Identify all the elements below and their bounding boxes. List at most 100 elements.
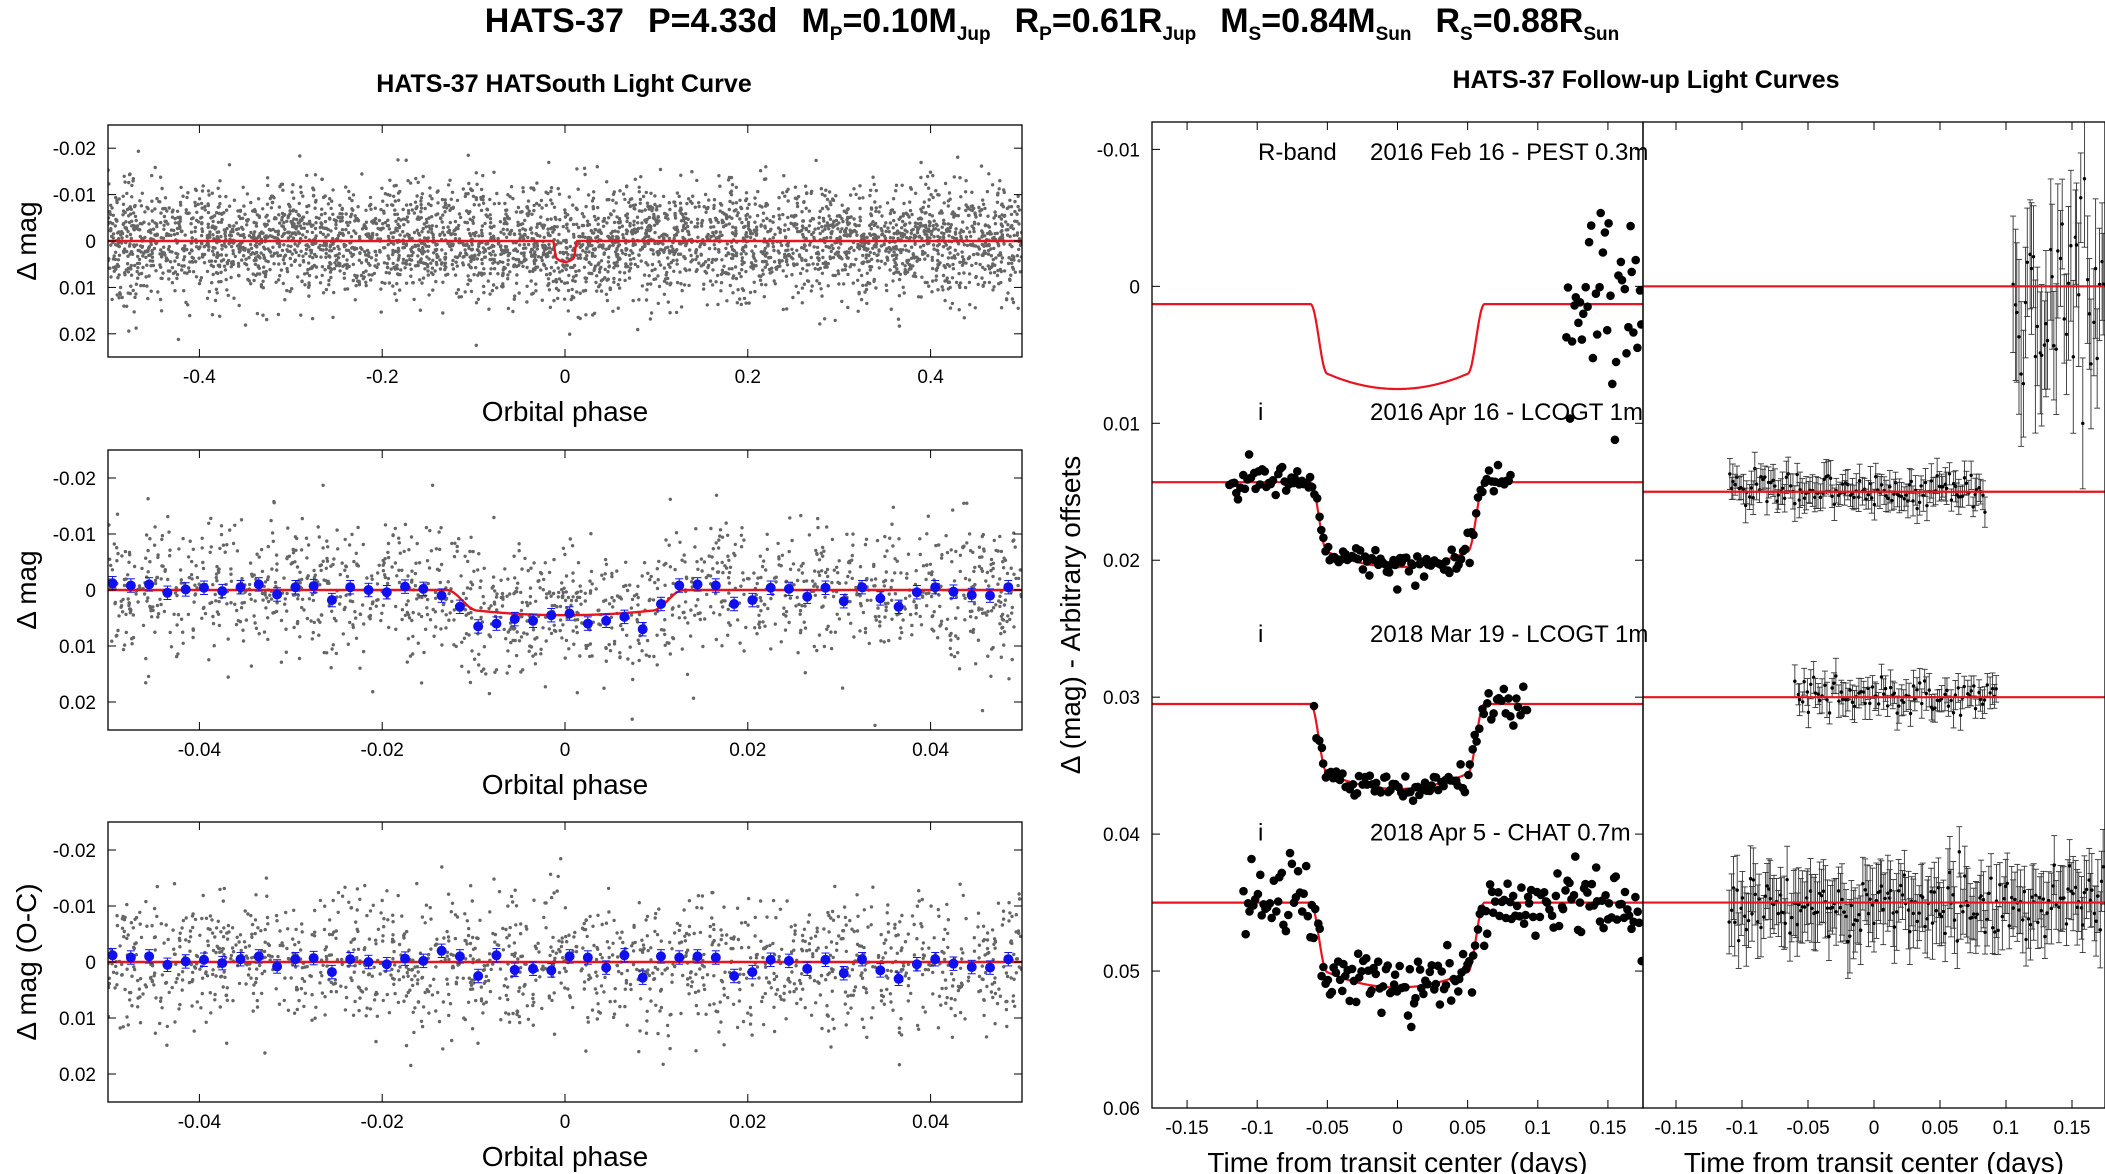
data-point: [108, 210, 112, 214]
data-point: [458, 215, 463, 220]
x-axis-label: Orbital phase: [482, 396, 649, 427]
data-point: [229, 572, 233, 576]
data-point: [194, 564, 198, 568]
data-point: [121, 647, 126, 652]
data-point: [683, 256, 687, 261]
data-point: [488, 225, 492, 229]
data-point: [620, 224, 625, 228]
data-point: [596, 222, 600, 226]
data-point: [781, 269, 785, 273]
data-point: [195, 575, 200, 580]
data-point: [185, 195, 189, 200]
plots-layer: -0.4 -0.2 0 0.2 0.4-0.02-0.0100.010.02Orbita…: [11, 121, 2105, 1174]
data-point: [810, 232, 814, 237]
data-point: [150, 209, 154, 213]
data-point: [486, 279, 490, 283]
data-point: [1002, 603, 1007, 607]
data-point: [513, 294, 517, 298]
data-point: [308, 254, 312, 258]
data-point: [858, 206, 862, 211]
data-point: [1008, 277, 1012, 281]
data-point: [434, 279, 438, 284]
data-point: [177, 547, 181, 551]
data-point: [857, 196, 862, 200]
data-point: [328, 270, 333, 274]
data-point: [798, 271, 803, 276]
data-point: [108, 212, 113, 217]
data-point: [956, 636, 960, 641]
data-point: [651, 252, 656, 256]
data-point: [469, 289, 474, 294]
data-point: [350, 198, 354, 203]
data-point: [313, 236, 317, 240]
data-point: [257, 632, 261, 636]
data-point: [637, 658, 641, 663]
data-point: [341, 264, 345, 268]
y-tick-label: -0.02: [53, 139, 96, 160]
y-tick-label: 0: [85, 232, 96, 253]
data-point: [802, 243, 807, 247]
data-point: [934, 268, 939, 272]
data-point: [147, 222, 151, 226]
data-point: [793, 222, 797, 226]
data-point: [407, 616, 412, 620]
data-point: [255, 311, 260, 316]
data-point: [193, 260, 198, 264]
data-point: [307, 597, 312, 601]
data-point: [556, 296, 560, 301]
data-point: [217, 211, 221, 216]
data-point: [501, 227, 505, 231]
data-point: [693, 225, 697, 229]
data-point: [450, 262, 454, 267]
data-point: [193, 200, 197, 205]
data-point: [727, 570, 732, 575]
data-point: [164, 259, 168, 263]
data-point: [940, 553, 944, 557]
data-point: [479, 187, 484, 192]
data-point: [837, 282, 841, 286]
data-point: [439, 526, 443, 530]
data-point: [469, 257, 474, 261]
data-point: [586, 222, 590, 226]
data-point: [918, 221, 923, 225]
data-point: [712, 234, 716, 238]
data-point: [976, 282, 980, 287]
data-point: [196, 220, 201, 224]
data-point: [304, 247, 309, 251]
data-point: [620, 627, 625, 632]
data-point: [257, 234, 262, 239]
data-point: [583, 599, 587, 603]
data-point: [772, 279, 776, 283]
data-point: [321, 546, 325, 550]
data-point: [253, 599, 257, 603]
data-point: [668, 497, 672, 501]
data-point: [685, 201, 689, 206]
data-point: [508, 230, 513, 234]
data-point: [138, 199, 142, 203]
data-point: [840, 203, 844, 207]
data-point: [406, 179, 410, 183]
data-point: [115, 546, 119, 550]
data-point: [311, 186, 315, 190]
data-point: [545, 217, 550, 222]
data-point: [125, 249, 129, 254]
data-point: [137, 261, 142, 266]
data-point: [487, 606, 491, 611]
data-point: [150, 248, 154, 253]
data-point: [329, 666, 333, 670]
data-point: [625, 216, 630, 220]
data-point: [819, 287, 823, 291]
data-point: [563, 211, 567, 215]
data-point: [466, 227, 470, 232]
data-point: [470, 616, 474, 620]
data-point: [220, 212, 224, 216]
data-point: [311, 630, 315, 635]
data-point: [552, 224, 557, 229]
data-point: [162, 214, 167, 219]
data-point: [1012, 258, 1016, 262]
data-point: [604, 562, 609, 566]
data-point: [835, 250, 839, 254]
data-point: [124, 226, 129, 230]
data-point: [653, 241, 657, 246]
data-point: [734, 251, 739, 255]
